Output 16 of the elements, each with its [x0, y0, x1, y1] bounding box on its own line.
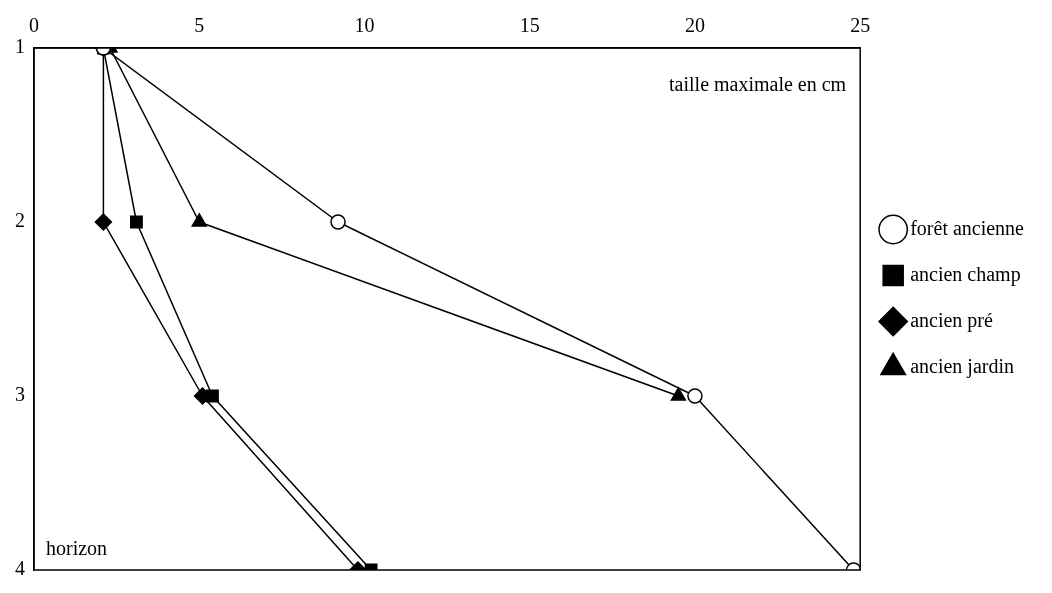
legend-label: ancien champ	[910, 262, 1021, 286]
x-tick-label: 10	[354, 14, 375, 37]
legend-label: ancien jardin	[910, 354, 1015, 378]
y-tick-label: 4	[15, 557, 25, 580]
x-tick-label: 20	[684, 14, 705, 37]
x-tick-label: 0	[29, 14, 39, 37]
x-tick-label: 5	[194, 14, 205, 37]
y-axis-title: horizon	[46, 537, 108, 560]
y-tick-label: 2	[15, 209, 25, 232]
x-tick-label: 25	[850, 14, 871, 37]
x-axis-title: taille maximale en cm	[669, 73, 847, 96]
y-tick-label: 3	[15, 383, 25, 406]
y-tick-label: 1	[15, 35, 25, 58]
legend-label: forêt ancienne	[910, 216, 1025, 239]
legend-label: ancien pré	[910, 308, 994, 332]
x-tick-label: 15	[519, 14, 540, 37]
